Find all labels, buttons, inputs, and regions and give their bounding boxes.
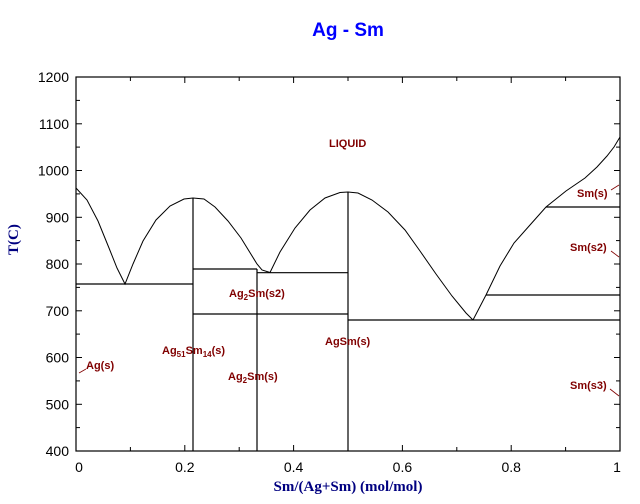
svg-text:0.2: 0.2 xyxy=(175,459,195,475)
invariant-lines xyxy=(76,206,620,321)
svg-text:500: 500 xyxy=(46,396,70,412)
label-ag2sm-s2: Ag2Sm(s2) xyxy=(229,288,285,302)
label-ag-s: Ag(s) xyxy=(86,360,114,372)
chart-title: Ag - Sm xyxy=(312,20,384,41)
svg-text:1200: 1200 xyxy=(38,69,69,85)
label-leaders xyxy=(78,184,620,397)
compound-lines xyxy=(192,192,349,451)
label-sm-s3: Sm(s3) xyxy=(570,380,607,392)
svg-text:0.4: 0.4 xyxy=(284,459,304,475)
y-tick-labels: 1200 1100 1000 900 800 700 600 500 400 xyxy=(38,69,69,459)
svg-text:600: 600 xyxy=(46,350,70,366)
svg-text:1000: 1000 xyxy=(38,163,69,179)
liquidus-curves xyxy=(75,136,621,321)
svg-text:0.6: 0.6 xyxy=(393,459,413,475)
label-ag51sm14: Ag51Sm14(s) xyxy=(162,345,225,359)
y-ticks xyxy=(76,76,620,429)
svg-text:1: 1 xyxy=(613,459,621,475)
svg-text:400: 400 xyxy=(46,443,70,459)
phase-labels: LIQUID Ag(s) Ag51Sm14(s) Ag2Sm(s2) Ag2Sm… xyxy=(86,138,608,392)
svg-text:0: 0 xyxy=(75,459,83,475)
svg-text:800: 800 xyxy=(46,256,70,272)
x-ticks xyxy=(129,77,567,451)
label-agsm-s: AgSm(s) xyxy=(325,336,371,348)
svg-text:1100: 1100 xyxy=(39,116,69,132)
svg-text:0.8: 0.8 xyxy=(501,459,521,475)
svg-text:700: 700 xyxy=(46,303,70,319)
label-sm-s2: Sm(s2) xyxy=(570,242,607,254)
x-axis-label: Sm/(Ag+Sm) (mol/mol) xyxy=(273,479,423,495)
label-sm-s: Sm(s) xyxy=(577,188,608,200)
x-tick-labels: 0 0.2 0.4 0.6 0.8 1 xyxy=(75,459,621,475)
svg-text:900: 900 xyxy=(46,209,70,225)
label-liquid: LIQUID xyxy=(329,138,366,150)
label-ag2sm-s: Ag2Sm(s) xyxy=(228,371,278,385)
